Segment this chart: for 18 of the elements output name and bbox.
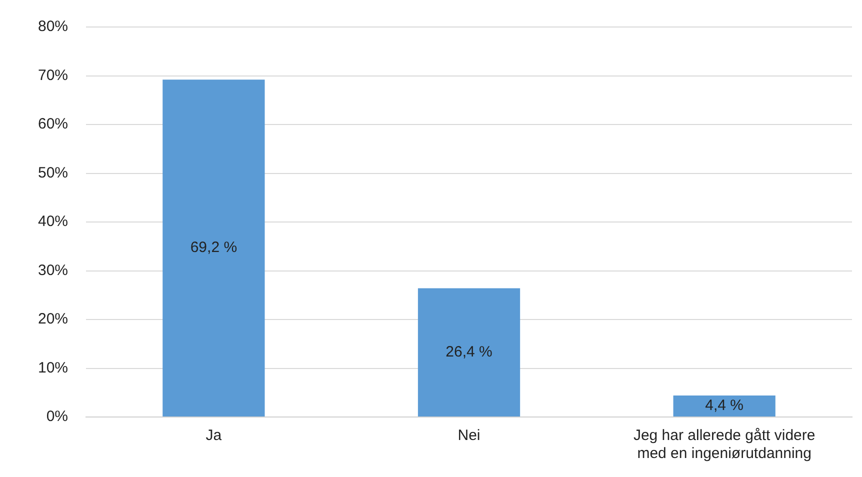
y-tick-label: 30% [38,262,68,279]
y-tick-label: 40% [38,213,68,230]
x-tick-label: Nei [458,427,480,444]
y-tick-label: 20% [38,310,68,328]
bar [418,288,520,416]
data-label: 26,4 % [446,344,492,361]
data-label: 69,2 % [190,239,238,256]
y-tick-label: 80% [38,18,68,36]
y-tick-label: 50% [38,164,68,182]
bar [162,80,265,416]
y-tick-label: 60% [38,116,68,133]
y-tick-label: 0% [46,408,68,426]
bar [673,396,776,416]
y-tick-label: 70% [38,66,68,84]
x-tick-label: Jeg har allerede gått videre med en ingeniørutdanning [633,427,816,462]
x-tick-label: Ja [206,427,222,444]
y-tick-label: 10% [38,359,68,376]
data-label: 4,4 % [705,397,744,414]
